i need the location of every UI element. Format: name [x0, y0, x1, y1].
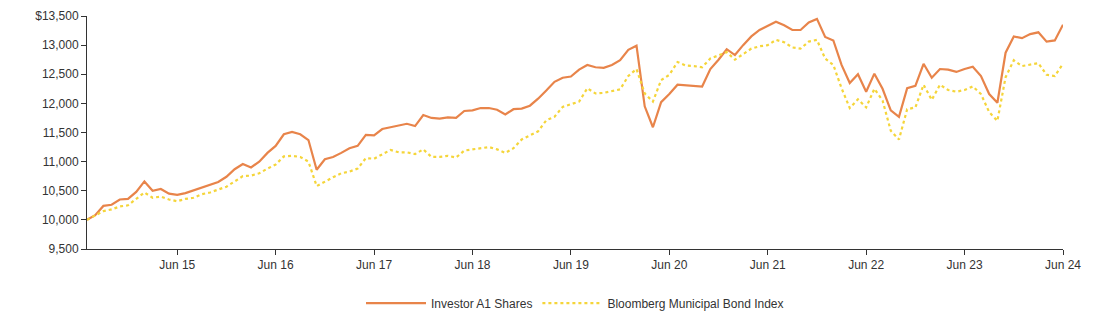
svg-text:Jun 21: Jun 21: [750, 258, 786, 272]
svg-text:12,500: 12,500: [42, 67, 79, 81]
svg-text:Investor A1 Shares: Investor A1 Shares: [431, 297, 532, 311]
svg-text:10,000: 10,000: [42, 213, 79, 227]
svg-text:10,500: 10,500: [42, 184, 79, 198]
svg-text:Jun 16: Jun 16: [258, 258, 294, 272]
svg-text:11,000: 11,000: [43, 155, 79, 169]
svg-text:Jun 18: Jun 18: [454, 258, 490, 272]
svg-text:12,000: 12,000: [42, 97, 79, 111]
svg-text:13,000: 13,000: [42, 38, 79, 52]
svg-text:Jun 22: Jun 22: [848, 258, 884, 272]
svg-text:Jun 24: Jun 24: [1045, 258, 1081, 272]
svg-text:Jun 20: Jun 20: [651, 258, 687, 272]
svg-text:Bloomberg Municipal Bond Index: Bloomberg Municipal Bond Index: [607, 297, 783, 311]
svg-text:$13,500: $13,500: [35, 9, 79, 23]
svg-text:Jun 23: Jun 23: [947, 258, 983, 272]
svg-text:Jun 17: Jun 17: [356, 258, 392, 272]
svg-text:11,500: 11,500: [43, 126, 79, 140]
svg-text:9,500: 9,500: [49, 242, 79, 256]
svg-text:Jun 19: Jun 19: [553, 258, 589, 272]
svg-text:Jun 15: Jun 15: [159, 258, 195, 272]
